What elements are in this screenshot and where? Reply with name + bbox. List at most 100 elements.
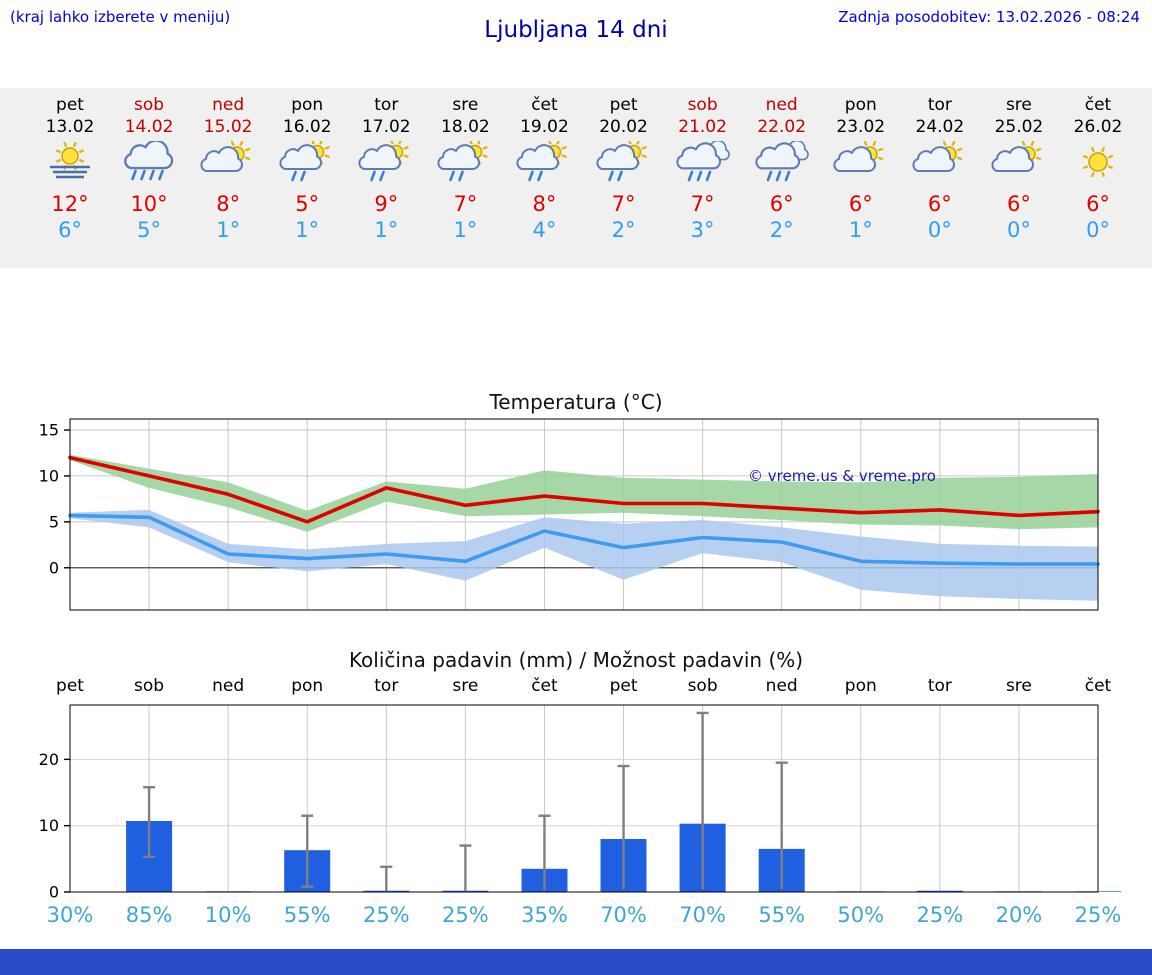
precip-day-label: sob: [134, 676, 165, 696]
day-date: 24.02: [915, 117, 965, 137]
temp-min: 2°: [769, 218, 794, 242]
day-date: 16.02: [282, 117, 332, 137]
watermark: © vreme.us & vreme.pro: [748, 467, 936, 485]
sun-cloud-icon: [901, 140, 979, 188]
temperature-chart: 0 5 10 15 © vreme.us & vreme.pro: [39, 418, 1100, 611]
day-date: 22.02: [757, 117, 807, 137]
temp-max: 7°: [611, 192, 636, 216]
day-name: čet: [1084, 95, 1112, 115]
day-column: ned 15.02 8° 1°: [189, 94, 267, 242]
day-date: 17.02: [361, 117, 411, 137]
day-name: tor: [374, 95, 399, 115]
rain-icon: [110, 139, 188, 188]
precip-day-label: pon: [291, 676, 324, 696]
day-date: 18.02: [441, 117, 490, 137]
precip-day-labels-row: pet sob ned pon tor sre čet pet sob ned pon tor sre č…: [0, 676, 1152, 702]
precip-probability: 20%: [995, 903, 1043, 927]
day-name: tor: [927, 95, 952, 115]
last-update: Zadnja posodobitev: 13.02.2026 - 08:24: [838, 8, 1140, 26]
temp-min: 0°: [1006, 218, 1031, 242]
temp-max: 8°: [216, 192, 241, 216]
temperature-chart-title: Temperatura (°C): [489, 390, 663, 414]
temp-min: 1°: [848, 218, 873, 242]
sun-cloud-rain-icon: [585, 139, 663, 188]
sun-cloud-rain-icon: [268, 139, 346, 188]
precip-probability: 50%: [837, 903, 885, 927]
cloud-rain-icon: [743, 139, 821, 188]
day-column: čet 19.02 8° 4°: [505, 94, 583, 242]
day-column: pon 16.02 5° 1°: [268, 94, 346, 242]
precip-day-label: pon: [844, 676, 877, 696]
day-column: pon 23.02 6° 1°: [822, 94, 900, 242]
precipitation-chart-title: Količina padavin (mm) / Možnost padavin …: [348, 648, 804, 672]
day-name: sob: [134, 95, 165, 115]
day-column: čet 26.02 6° 0°: [1059, 94, 1137, 242]
temp-min: 4°: [532, 218, 557, 242]
precip-day-label: pet: [609, 676, 638, 696]
day-name: ned: [765, 95, 798, 115]
day-date: 26.02: [1073, 117, 1123, 137]
day-column: sre 18.02 7° 1°: [426, 94, 504, 242]
temp-min: 6°: [58, 218, 82, 242]
sun-fog-icon: [31, 141, 109, 188]
precip-probability: 30%: [46, 903, 94, 927]
precip-probability: 85%: [125, 903, 173, 927]
day-date: 21.02: [678, 117, 727, 137]
day-column: pet 13.02 12° 6°: [31, 94, 109, 242]
sun-cloud-icon: [980, 140, 1058, 188]
location-menu-hint: (kraj lahko izberete v meniju): [10, 8, 231, 26]
sun-cloud-rain-icon: [426, 139, 504, 188]
svg-text:15: 15: [39, 421, 59, 440]
svg-text:0: 0: [49, 558, 59, 577]
day-column: sre 25.02 6° 0°: [980, 94, 1058, 242]
temp-max: 5°: [295, 192, 320, 216]
footer-bar: [0, 949, 1152, 975]
precipitation-chart: 0 10 20: [39, 704, 1121, 901]
precip-probability: 25%: [916, 903, 964, 927]
temp-min: 0°: [927, 218, 952, 242]
precip-probability: 70%: [600, 903, 647, 927]
cloud-rain-icon: [664, 139, 742, 188]
precip-probability: 25%: [362, 903, 410, 927]
temp-max: 6°: [769, 192, 794, 216]
precip-day-label: čet: [531, 676, 558, 696]
page-title: Ljubljana 14 dni: [484, 17, 668, 43]
precip-probability: 10%: [204, 903, 252, 927]
precip-probability: 25%: [442, 903, 489, 927]
temp-max: 10°: [130, 192, 168, 216]
day-column: sob 14.02 10° 5°: [110, 94, 188, 242]
day-date: 23.02: [836, 117, 886, 137]
precip-day-label: ned: [765, 676, 798, 696]
temp-min: 3°: [690, 218, 715, 242]
temp-max: 6°: [1006, 192, 1031, 216]
sun-cloud-rain-icon: [347, 139, 425, 188]
sun-cloud-icon: [822, 140, 900, 188]
day-date: 15.02: [203, 117, 253, 137]
day-date: 14.02: [124, 117, 174, 137]
sun-cloud-rain-icon: [505, 139, 583, 188]
day-column: ned 22.02 6° 2°: [743, 94, 821, 242]
day-name: čet: [531, 95, 558, 115]
svg-text:0: 0: [49, 883, 59, 901]
temp-min: 1°: [453, 218, 478, 242]
precip-probability: 55%: [283, 903, 331, 927]
temp-min: 2°: [611, 218, 636, 242]
day-column: tor 17.02 9° 1°: [347, 94, 425, 242]
precip-probability-row: 30% 85% 10% 55% 25% 25% 35% 70% 70% 55% 50% 25% 20% 2…: [0, 903, 1152, 929]
precip-day-label: sre: [452, 676, 479, 696]
temp-max: 9°: [374, 192, 399, 216]
svg-text:10: 10: [39, 466, 59, 485]
forecast-strip: pet 13.02 12° 6° sob 14.02 10° 5° ned 15.02 8° 1°…: [0, 88, 1152, 268]
precip-day-label: ned: [212, 676, 245, 696]
sun-icon: [1059, 141, 1137, 188]
temp-min: 0°: [1086, 218, 1110, 242]
day-column: sob 21.02 7° 3°: [664, 94, 742, 242]
temp-max: 6°: [848, 192, 873, 216]
day-date: 25.02: [994, 117, 1044, 137]
temp-max: 6°: [927, 192, 952, 216]
day-column: tor 24.02 6° 0°: [901, 94, 979, 242]
precip-day-label: sob: [687, 676, 718, 696]
svg-text:10: 10: [39, 816, 59, 835]
temp-max: 8°: [532, 192, 557, 216]
precip-probability: 35%: [521, 903, 568, 927]
